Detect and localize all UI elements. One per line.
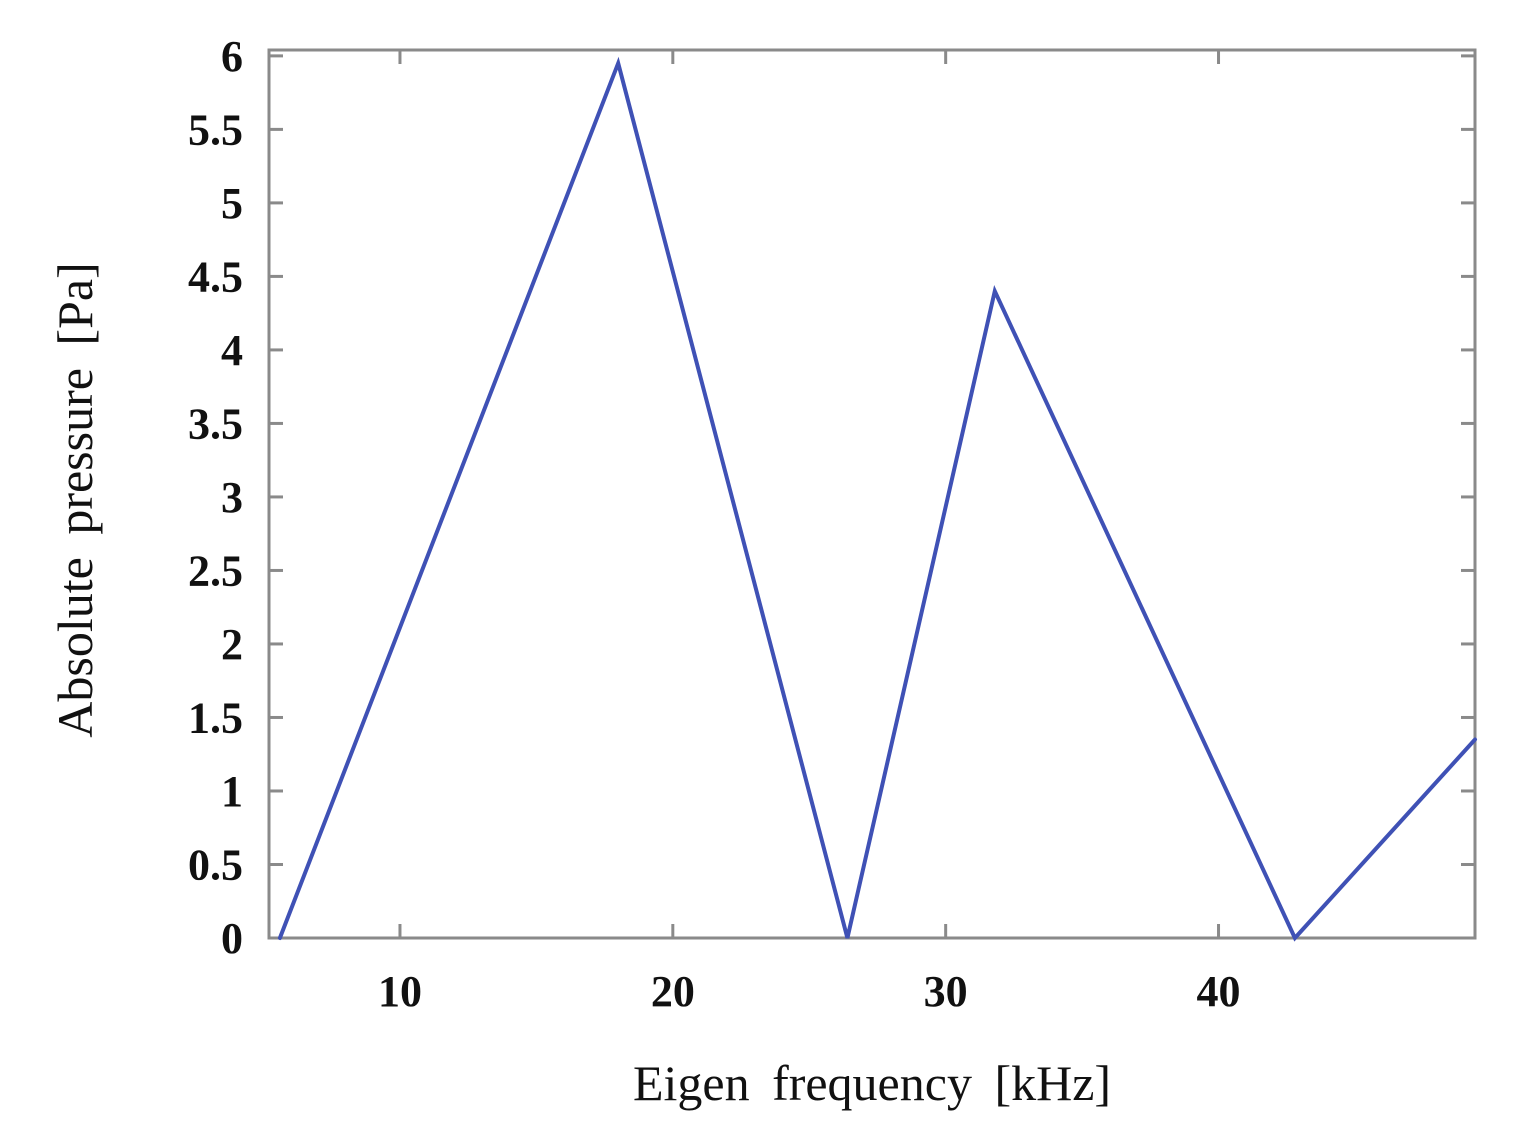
- y-tick-label: 0.5: [188, 840, 243, 889]
- x-tick-label: 40: [1197, 967, 1241, 1016]
- series-line: [277, 56, 1477, 942]
- y-tick-label: 2: [221, 620, 243, 669]
- x-tick-label: 20: [651, 967, 695, 1016]
- x-tick-label: 30: [924, 967, 968, 1016]
- y-axis-title: Absolute pressure [Pa]: [47, 262, 103, 737]
- y-tick-label: 2.5: [188, 546, 243, 595]
- y-axis-ticks: 0 0.5 1 1.5 2 2.5 3 3.5 4 4.5 5 5.5 6: [188, 32, 1475, 963]
- y-tick-label: 0: [221, 914, 243, 963]
- y-tick-label: 5.5: [188, 105, 243, 154]
- y-tick-label: 1.5: [188, 693, 243, 742]
- y-tick-label: 5: [221, 179, 243, 228]
- y-tick-label: 6: [221, 32, 243, 81]
- x-axis-ticks: 10 20 30 40: [378, 50, 1241, 1016]
- x-tick-label: 10: [378, 967, 422, 1016]
- y-tick-label: 4.5: [188, 252, 243, 301]
- plot-area: [267, 48, 1477, 940]
- y-tick-label: 1: [221, 767, 243, 816]
- y-tick-label: 3.5: [188, 399, 243, 448]
- series-layer: [277, 56, 1477, 942]
- x-axis-title: Eigen frequency [kHz]: [633, 1055, 1111, 1111]
- y-tick-label: 3: [221, 473, 243, 522]
- y-tick-label: 4: [221, 326, 243, 375]
